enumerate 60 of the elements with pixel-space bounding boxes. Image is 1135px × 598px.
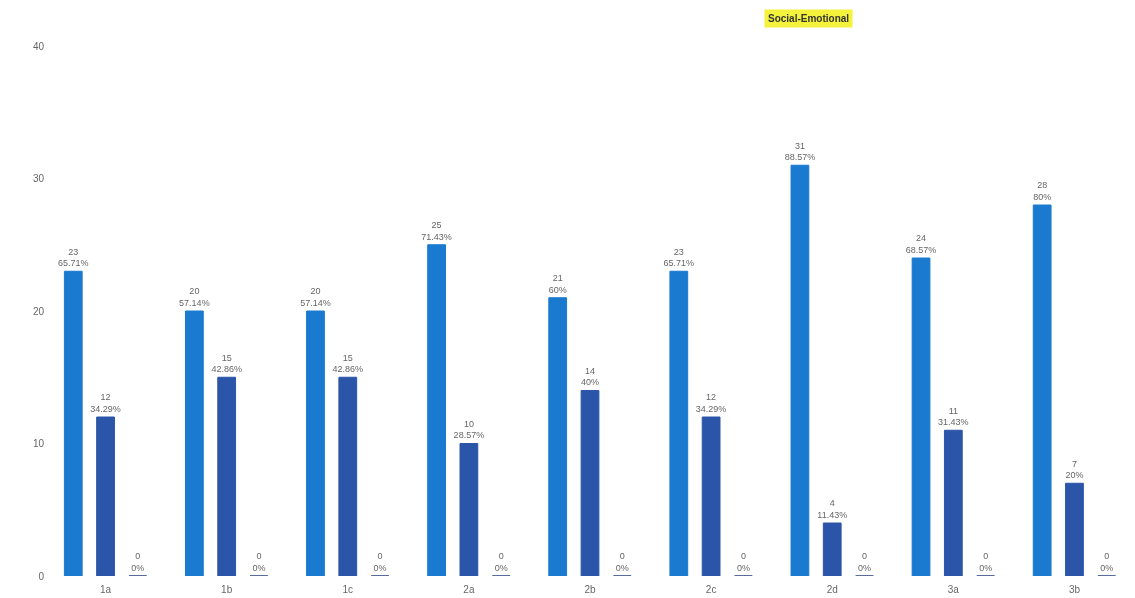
data-label: 28 80% — [1033, 180, 1052, 202]
bar — [911, 257, 931, 576]
bar — [184, 310, 204, 576]
data-label: 31 88.57% — [784, 140, 816, 163]
data-label: 15 42.86% — [211, 352, 242, 375]
data-label: 0 0% — [131, 551, 145, 573]
x-tick-label: 2a — [463, 584, 475, 595]
data-label: 0 0% — [494, 551, 508, 573]
y-tick-label: 0 — [38, 570, 45, 582]
data-label: 25 71.43% — [421, 220, 452, 242]
x-tick-label: 2b — [584, 584, 596, 595]
y-tick-label: 10 — [32, 438, 45, 449]
bar — [427, 244, 446, 576]
data-label: 0 0% — [736, 551, 750, 573]
bar — [459, 443, 479, 576]
data-label: 23 65.71% — [57, 246, 89, 269]
bar — [63, 270, 83, 576]
data-label: 11 31.43% — [938, 405, 969, 428]
x-tick-label: 3a — [947, 584, 960, 595]
data-label: 15 42.86% — [332, 352, 364, 375]
x-tick-label: 1a — [100, 584, 112, 595]
y-tick-label: 40 — [32, 40, 45, 52]
bar — [1065, 482, 1084, 576]
x-tick-label: 2d — [826, 584, 838, 595]
data-label: 10 28.57% — [453, 418, 485, 441]
bar — [701, 416, 721, 576]
bar — [548, 297, 568, 576]
data-label: 12 34.29% — [90, 392, 121, 414]
data-label: 20 57.14% — [300, 286, 331, 308]
bar — [669, 270, 689, 576]
data-label: 0 0% — [979, 551, 993, 573]
bar — [790, 164, 810, 576]
y-tick-label: 20 — [32, 305, 45, 317]
bar — [96, 416, 115, 576]
data-label: 0 0% — [252, 551, 266, 573]
x-tick-label: 3b — [1068, 584, 1081, 595]
data-label: 12 34.29% — [695, 392, 727, 414]
y-tick-label: 30 — [32, 173, 45, 184]
x-tick-label: 1b — [221, 584, 233, 595]
data-label: 4 11.43% — [817, 498, 848, 520]
data-label: 7 20% — [1065, 458, 1084, 481]
x-tick-label: 2c — [705, 584, 717, 595]
data-label: 24 68.57% — [905, 233, 937, 255]
data-label: 21 60% — [548, 273, 567, 295]
data-label: 0 0% — [373, 551, 387, 573]
data-label: 0 0% — [858, 551, 872, 573]
data-label: 0 0% — [1100, 551, 1114, 573]
bar — [217, 376, 237, 576]
bar — [822, 522, 842, 576]
bar — [306, 310, 325, 576]
bar — [943, 429, 963, 576]
chart-title: Social-Emotional — [768, 13, 850, 24]
data-label: 20 57.14% — [179, 286, 210, 308]
bar — [338, 376, 358, 576]
data-label: 14 40% — [580, 365, 600, 388]
bar — [1032, 204, 1052, 576]
x-tick-label: 1c — [342, 584, 354, 595]
data-label: 23 65.71% — [663, 246, 695, 269]
data-label: 0 0% — [615, 551, 629, 573]
bar — [580, 390, 600, 576]
